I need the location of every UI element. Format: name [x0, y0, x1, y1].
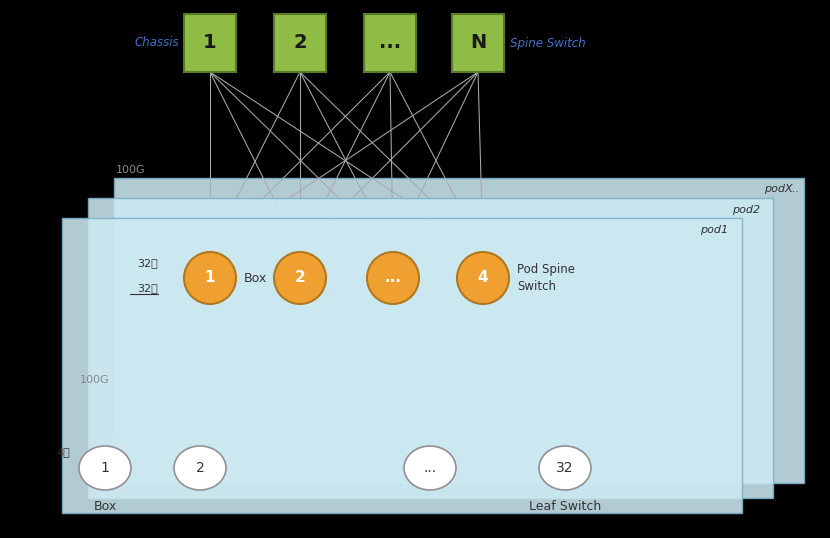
Text: 1: 1 [203, 33, 217, 53]
Text: podX: podX [764, 184, 793, 194]
Text: ...: ... [423, 461, 437, 475]
Ellipse shape [79, 446, 131, 490]
Ellipse shape [274, 252, 326, 304]
Ellipse shape [174, 446, 226, 490]
Text: 32上: 32上 [137, 258, 158, 268]
Text: Box: Box [244, 272, 267, 285]
Ellipse shape [367, 252, 419, 304]
Text: ...: ... [384, 271, 402, 286]
FancyBboxPatch shape [88, 198, 773, 498]
FancyBboxPatch shape [184, 14, 236, 72]
Text: 1: 1 [100, 461, 110, 475]
FancyBboxPatch shape [62, 218, 742, 513]
Text: 2: 2 [293, 33, 307, 53]
Text: 4上: 4上 [56, 447, 70, 457]
Ellipse shape [404, 446, 456, 490]
Text: 100G: 100G [116, 165, 145, 175]
Text: Pod Spine
Switch: Pod Spine Switch [517, 263, 575, 294]
Ellipse shape [184, 252, 236, 304]
Text: 2: 2 [295, 271, 305, 286]
Text: 32: 32 [556, 461, 574, 475]
Text: Leaf Switch: Leaf Switch [529, 500, 601, 513]
Text: ...: ... [379, 33, 401, 53]
Text: Spine Switch: Spine Switch [510, 37, 586, 49]
Text: pod1: pod1 [700, 225, 728, 235]
FancyBboxPatch shape [452, 14, 504, 72]
Text: 1: 1 [205, 271, 215, 286]
Text: Chassis: Chassis [134, 37, 179, 49]
FancyBboxPatch shape [274, 14, 326, 72]
FancyBboxPatch shape [364, 14, 416, 72]
Text: 2: 2 [196, 461, 204, 475]
FancyBboxPatch shape [114, 178, 804, 483]
Text: 100G: 100G [80, 375, 110, 385]
Text: Box: Box [94, 500, 117, 513]
Text: 4: 4 [478, 271, 488, 286]
Text: pod2: pod2 [732, 205, 760, 215]
Text: ...: ... [789, 184, 800, 194]
Text: N: N [470, 33, 486, 53]
Ellipse shape [457, 252, 509, 304]
Ellipse shape [539, 446, 591, 490]
Text: 32下: 32下 [137, 283, 158, 293]
